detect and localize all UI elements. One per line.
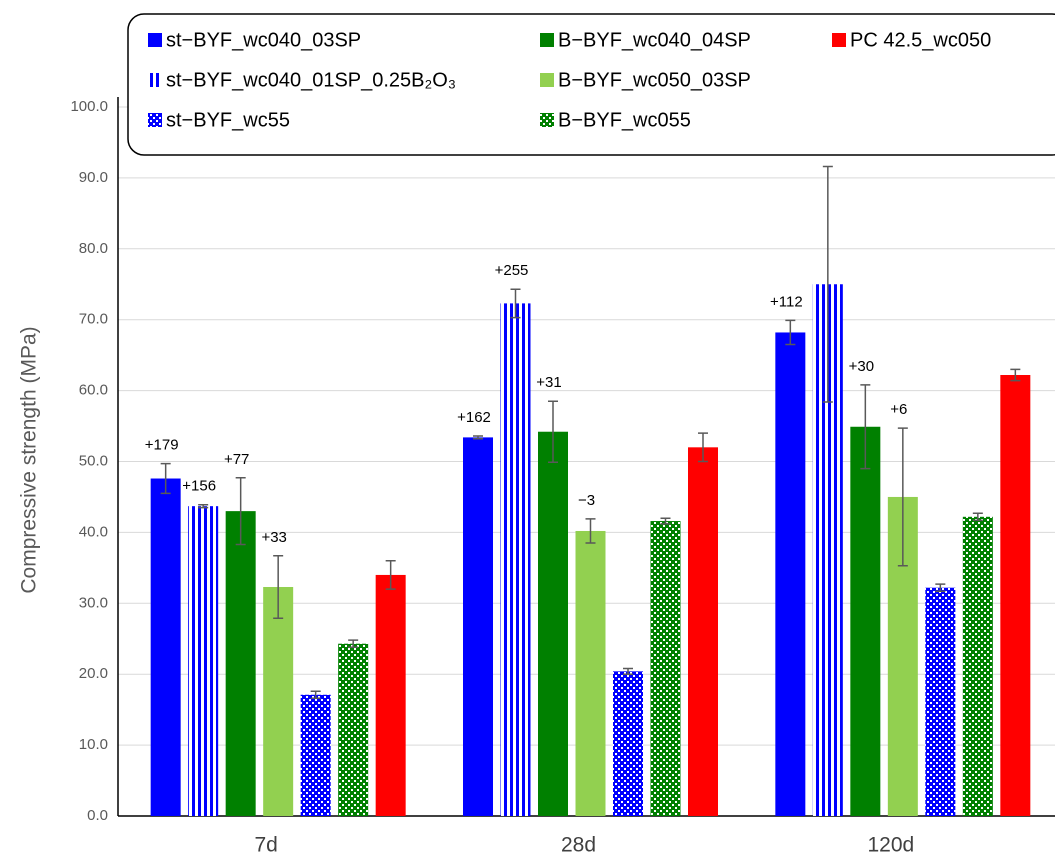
error-bar [1010,368,1021,382]
error-bar [585,518,596,544]
error-bar [785,319,796,346]
error-bar [160,462,171,495]
legend-swatch [832,33,846,47]
y-tick-label: 30.0 [79,594,108,611]
bar [338,643,369,816]
bar [688,447,718,816]
error-bar [935,583,946,592]
error-bar [897,427,908,567]
bar [650,521,681,816]
y-tick-label: 50.0 [79,452,108,469]
bar [613,671,643,816]
data-label: −3 [578,492,595,509]
error-bar [310,690,321,700]
error-bar [660,517,671,525]
data-label: +162 [457,409,491,426]
bar [538,431,568,816]
data-label: +31 [536,374,561,391]
y-tick-label: 80.0 [79,240,108,257]
bar [263,586,294,816]
error-bar [510,288,521,319]
error-bar [822,165,833,403]
data-label: +179 [145,437,179,454]
y-tick-label: 60.0 [79,382,108,399]
y-tick-label: 90.0 [79,169,108,186]
legend-label: PC 42.5_wc050 [850,29,991,51]
legend-swatch [540,33,554,47]
legend-swatch [148,33,162,47]
bar [925,587,956,816]
legend-swatch [540,113,554,127]
legend-label: B−BYF_wc040_04SP [558,29,751,51]
error-bar [623,667,633,675]
data-label: +30 [849,358,874,375]
legend-label: B−BYF_wc055 [558,109,691,131]
legend-swatch [148,73,162,87]
y-tick-label: 10.0 [79,736,108,753]
legend-swatch [540,73,554,87]
bar [375,574,406,816]
bar [150,478,181,816]
error-bar [385,560,396,590]
error-bar [348,639,359,649]
data-label: +156 [182,478,216,495]
bar [962,516,993,816]
legend-label: st−BYF_wc040_03SP [166,29,361,51]
y-tick-label: 20.0 [79,665,108,682]
y-tick-label: 40.0 [79,523,108,540]
bar [225,511,256,816]
bar [463,437,493,816]
legend-swatch [148,113,162,127]
bar [188,506,219,816]
data-label: +33 [261,529,286,546]
error-bar [198,503,209,509]
bar [850,426,881,816]
bar [775,332,806,816]
legend-label: st−BYF_wc040_01SP_0.25B₂O₃ [166,69,456,91]
legend-label: st−BYF_wc55 [166,109,290,131]
y-tick-label: 100.0 [70,98,108,115]
error-bar [473,435,483,440]
data-label: +77 [224,451,249,468]
bar [1000,375,1031,816]
error-bar [698,432,708,463]
x-tick-label: 28d [561,834,596,857]
y-axis-label: Compressive strength (MPa) [18,326,41,593]
y-tick-label: 70.0 [79,311,108,328]
error-bar [860,384,871,470]
error-bar [548,400,558,463]
error-bar [972,512,983,522]
data-label: +6 [890,401,907,418]
bar [575,530,606,816]
bar [300,694,331,816]
bar [500,303,531,816]
data-label: +255 [495,262,529,279]
error-bar [235,477,246,546]
legend-box [127,13,1055,156]
x-tick-label: 7d [254,834,277,857]
x-tick-label: 120d [867,834,914,857]
y-tick-label: 0.0 [87,807,108,824]
error-bar [273,555,284,619]
legend-label: B−BYF_wc050_03SP [558,69,751,91]
data-label: +112 [770,293,803,310]
